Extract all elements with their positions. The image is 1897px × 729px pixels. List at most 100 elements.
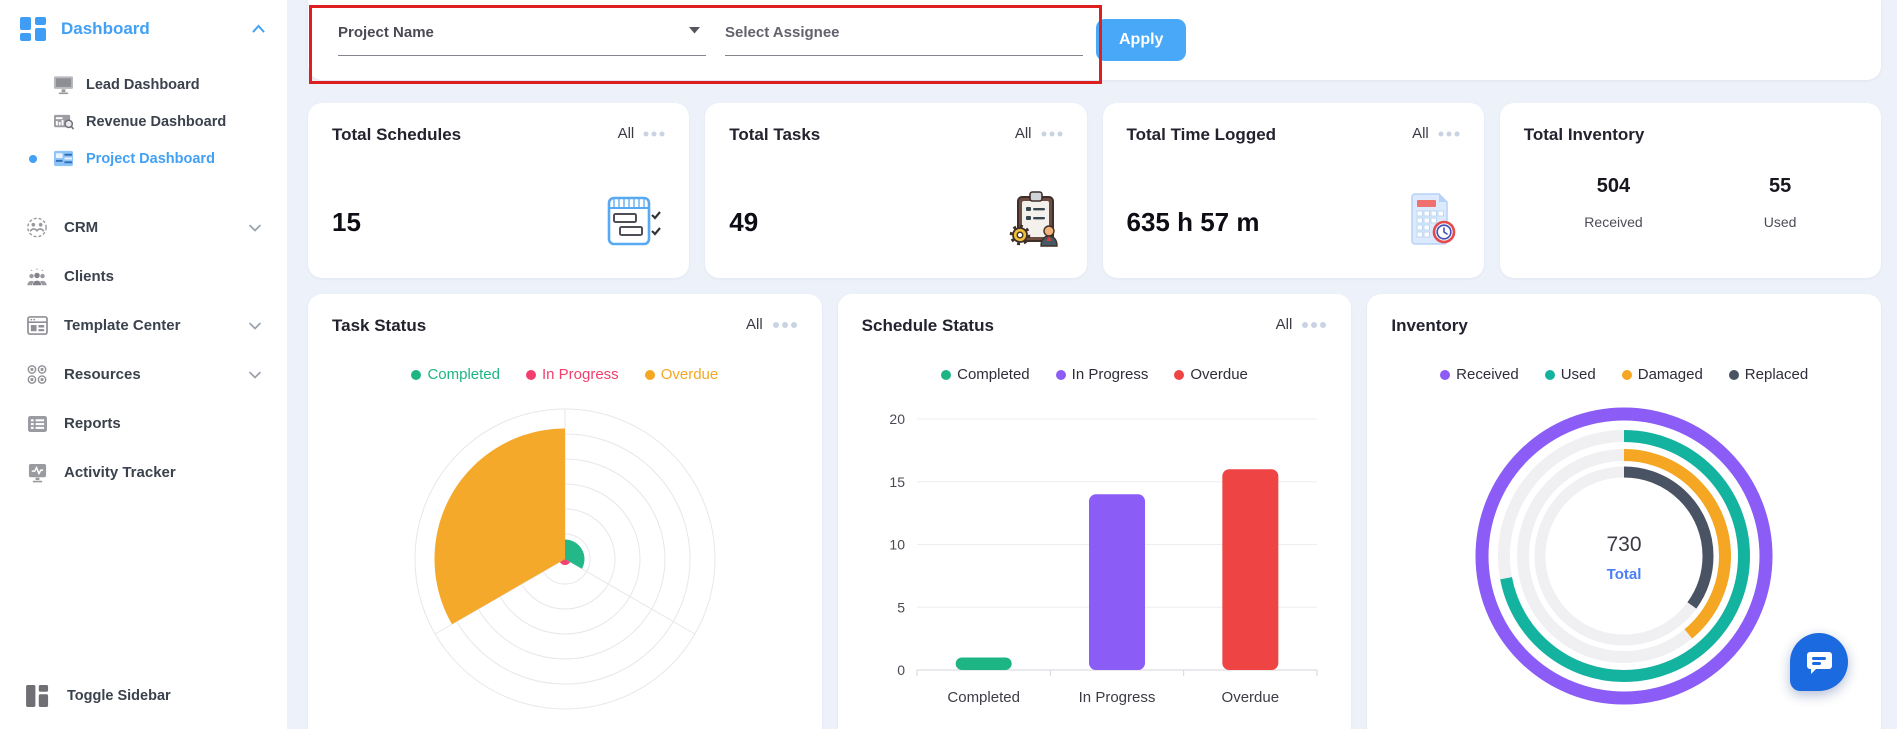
legend-dot-icon (1174, 369, 1185, 380)
sidebar-item-label: Reports (64, 415, 121, 432)
sidebar-item-label: Template Center (64, 317, 181, 334)
sidebar-item-project-dashboard[interactable]: Project Dashboard (0, 140, 287, 177)
sidebar-item-dashboard[interactable]: Dashboard (0, 0, 287, 50)
assignee-field-wrap (725, 24, 1083, 56)
task-status-legend: Completed In Progress Overdue (332, 366, 798, 383)
svg-text:Overdue: Overdue (1221, 689, 1279, 706)
sidebar-item-label: Revenue Dashboard (86, 113, 227, 130)
revenue-dashboard-icon (52, 112, 74, 131)
legend-item-damaged[interactable]: Damaged (1621, 366, 1703, 383)
activity-tracker-icon (26, 463, 48, 483)
sidebar-item-label: Lead Dashboard (86, 76, 200, 93)
sidebar-item-activity-tracker[interactable]: Activity Tracker (0, 448, 287, 497)
summary-cards-row: Total Schedules All 15 (308, 103, 1881, 278)
more-menu-icon[interactable] (772, 321, 798, 329)
sidebar-item-lead-dashboard[interactable]: Lead Dashboard (0, 66, 287, 103)
total-inventory-card: Total Inventory 504 Received 55 Used (1499, 103, 1881, 278)
sidebar-item-label: CRM (64, 219, 99, 236)
more-menu-icon[interactable] (1301, 321, 1327, 329)
sidebar-item-label: Resources (64, 366, 141, 383)
svg-text:Completed: Completed (947, 689, 1020, 706)
legend-item-used[interactable]: Used (1544, 366, 1596, 383)
toggle-sidebar-button[interactable]: Toggle Sidebar (26, 685, 171, 707)
chevron-down-icon (249, 219, 261, 236)
svg-text:5: 5 (897, 599, 905, 615)
legend-dot-icon (1728, 369, 1739, 380)
chat-widget-button[interactable] (1790, 633, 1848, 691)
lead-dashboard-icon (52, 75, 74, 95)
card-title: Total Schedules (332, 125, 462, 144)
svg-text:Total: Total (1607, 566, 1642, 583)
sidebar-item-clients[interactable]: Clients (0, 252, 287, 301)
svg-text:10: 10 (889, 537, 905, 553)
sidebar: Dashboard Lead Dashboard Revenue Dashboar… (0, 0, 287, 729)
filter-bar: Project Name Apply (308, 0, 1881, 84)
reports-icon (26, 415, 48, 433)
crm-icon (26, 216, 48, 239)
apply-button[interactable]: Apply (1096, 19, 1187, 61)
total-time-logged-value: 635 h 57 m (1126, 207, 1260, 237)
legend-item-overdue[interactable]: Overdue (1174, 366, 1248, 383)
more-menu-icon[interactable] (643, 131, 665, 137)
sidebar-item-label: Clients (64, 268, 115, 285)
all-filter-dropdown[interactable]: All (1412, 125, 1429, 142)
sidebar-item-crm[interactable]: CRM (0, 203, 287, 252)
chat-icon (1806, 651, 1833, 674)
charts-row: Task Status All Completed In Progress Over… (308, 294, 1882, 729)
template-center-icon (26, 316, 48, 335)
total-tasks-card: Total Tasks All 49 (705, 103, 1087, 278)
svg-text:15: 15 (889, 474, 905, 490)
chart-title: Task Status (332, 316, 427, 335)
svg-text:In Progress: In Progress (1078, 689, 1155, 706)
used-value: 55 (1768, 175, 1792, 197)
chevron-down-icon (249, 366, 261, 383)
legend-item-in-progress[interactable]: In Progress (1055, 366, 1148, 383)
more-menu-icon[interactable] (1041, 131, 1063, 137)
task-status-card: Task Status All Completed In Progress Over… (308, 294, 822, 729)
inventory-received-stat: 504 Received (1584, 175, 1642, 230)
total-time-logged-card: Total Time Logged All 635 h 57 m (1102, 103, 1484, 278)
timesheet-illustration-icon (1408, 190, 1458, 252)
card-title: Total Tasks (729, 125, 821, 144)
all-filter-dropdown[interactable]: All (1014, 125, 1032, 142)
all-filter-dropdown[interactable]: All (746, 316, 763, 333)
used-label: Used (1763, 214, 1797, 230)
svg-text:0: 0 (897, 662, 905, 678)
inventory-used-stat: 55 Used (1764, 175, 1797, 230)
total-schedules-card: Total Schedules All 15 (308, 103, 690, 278)
legend-dot-icon (1621, 369, 1632, 380)
project-dashboard-icon (52, 149, 74, 168)
sidebar-item-revenue-dashboard[interactable]: Revenue Dashboard (0, 103, 287, 140)
tasks-illustration-icon (1009, 190, 1061, 252)
main-content: Project Name Apply Total Schedules All (287, 0, 1897, 729)
legend-item-completed[interactable]: Completed (941, 366, 1030, 383)
sidebar-item-resources[interactable]: Resources (0, 350, 287, 399)
chevron-down-icon (249, 317, 261, 334)
all-filter-dropdown[interactable]: All (1275, 316, 1293, 333)
clients-icon (26, 267, 48, 287)
more-menu-icon[interactable] (1438, 131, 1460, 137)
toggle-sidebar-icon (26, 685, 49, 707)
card-title: Total Inventory (1523, 125, 1645, 144)
inventory-legend: Received Used Damaged Replaced (1391, 366, 1857, 383)
sidebar-item-template-center[interactable]: Template Center (0, 301, 287, 350)
schedule-status-card: Schedule Status All Completed In Progress… (837, 294, 1352, 729)
sidebar-item-label: Activity Tracker (64, 464, 176, 481)
sidebar-item-reports[interactable]: Reports (0, 399, 287, 448)
legend-dot-icon (1544, 369, 1555, 380)
assignee-input[interactable] (725, 24, 1083, 41)
legend-item-completed[interactable]: Completed (411, 366, 500, 383)
caret-down-icon (689, 21, 700, 39)
legend-dot-icon (525, 369, 536, 380)
legend-item-received[interactable]: Received (1440, 366, 1519, 383)
received-value: 504 (1596, 175, 1631, 197)
legend-item-overdue[interactable]: Overdue (644, 366, 718, 383)
schedule-status-bar-chart: 0 5 10 15 20 Completed In Progress Overdue (862, 405, 1328, 715)
legend-dot-icon (1440, 369, 1451, 380)
project-name-select[interactable]: Project Name (338, 24, 706, 56)
all-filter-dropdown[interactable]: All (617, 125, 635, 142)
legend-item-in-progress[interactable]: In Progress (525, 366, 619, 383)
dashboard-logo-icon (20, 16, 47, 42)
legend-item-replaced[interactable]: Replaced (1728, 366, 1808, 383)
